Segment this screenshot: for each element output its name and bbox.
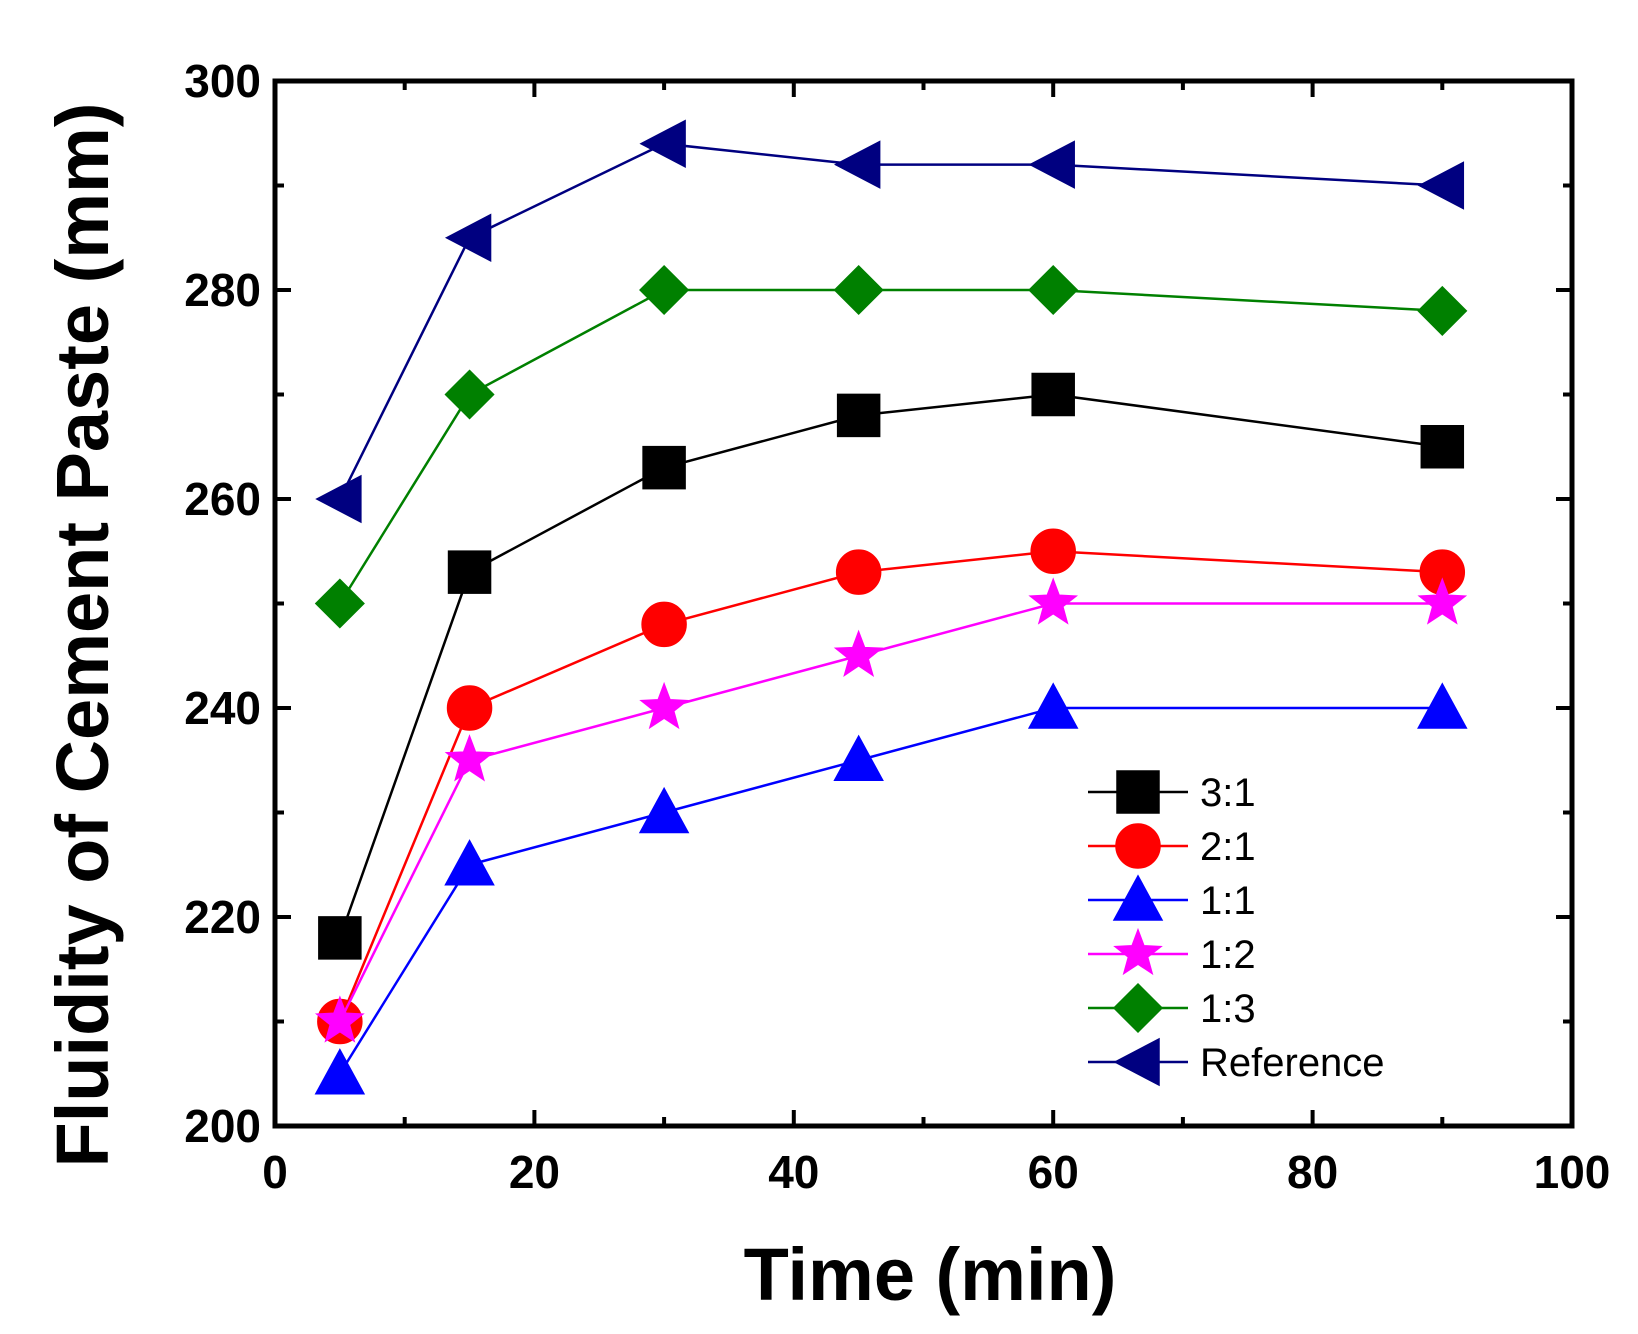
legend-label: 1:1 <box>1200 879 1256 923</box>
series-line <box>338 142 1443 500</box>
legend-marker <box>1113 927 1163 976</box>
series-1-3 <box>314 264 1468 629</box>
legend-label: Reference <box>1200 1041 1385 1085</box>
series-3-1 <box>318 372 1465 960</box>
legend-entry: 1:1 <box>1088 874 1256 923</box>
data-point <box>833 734 884 781</box>
data-point <box>833 264 884 316</box>
x-tick-label: 0 <box>262 1146 288 1198</box>
y-tick-label: 280 <box>184 264 261 316</box>
data-point <box>1420 425 1465 469</box>
legend-entry: 1:3 <box>1088 982 1256 1034</box>
series-2-1 <box>317 528 1466 1045</box>
series-reference <box>315 119 1465 524</box>
data-point <box>1027 682 1079 729</box>
legend-marker <box>1112 982 1164 1034</box>
data-point <box>444 839 495 886</box>
legend-marker <box>1113 1037 1160 1087</box>
data-point <box>446 685 493 731</box>
legend-label: 2:1 <box>1200 825 1256 869</box>
data-point <box>444 213 492 262</box>
data-point <box>444 734 495 782</box>
series-line <box>338 549 1443 1022</box>
x-axis-title: Time (min) <box>744 1233 1117 1316</box>
data-point <box>444 369 495 420</box>
series-line <box>338 393 1443 939</box>
data-point <box>447 550 492 594</box>
y-axis: 200 220 240 260 280 300 <box>184 55 1572 1152</box>
data-point <box>1028 140 1075 189</box>
y-axis-title: Fluidity of Cement Paste (mm) <box>41 103 124 1168</box>
series-layer <box>314 119 1468 1095</box>
series-1-1 <box>314 682 1468 1095</box>
y-tick-label: 260 <box>184 473 261 525</box>
data-point <box>641 601 687 648</box>
data-point <box>833 629 884 677</box>
series-line <box>338 288 1443 605</box>
data-point <box>642 445 686 490</box>
x-axis: 0 20 40 60 80 100 <box>262 81 1610 1198</box>
y-tick-label: 220 <box>184 891 261 943</box>
data-point <box>1028 264 1079 316</box>
data-point <box>1417 161 1465 210</box>
data-point <box>314 995 365 1043</box>
legend-entry: Reference <box>1088 1037 1385 1087</box>
x-tick-label: 60 <box>1028 1146 1079 1198</box>
data-point <box>1028 577 1079 625</box>
legend-entry: 2:1 <box>1088 823 1256 869</box>
series-line <box>338 602 1443 1023</box>
y-tick-label: 200 <box>184 1100 261 1152</box>
legend-marker <box>1116 770 1160 814</box>
data-point <box>834 140 881 189</box>
legend-entry: 3:1 <box>1088 770 1256 815</box>
x-tick-label: 100 <box>1534 1146 1611 1198</box>
series-line <box>338 706 1443 1075</box>
data-point <box>1031 372 1075 417</box>
data-point <box>835 549 882 595</box>
data-point <box>1417 577 1468 625</box>
legend-label: 3:1 <box>1200 771 1256 815</box>
x-tick-label: 40 <box>768 1146 819 1198</box>
legend-marker <box>1115 823 1161 869</box>
y-tick-label: 300 <box>184 55 261 107</box>
y-tick-label: 240 <box>184 682 261 734</box>
series-1-2 <box>314 577 1468 1043</box>
data-point <box>314 578 365 629</box>
legend-entry: 1:2 <box>1088 927 1256 977</box>
x-tick-label: 80 <box>1287 1146 1338 1198</box>
data-point <box>639 119 686 168</box>
legend-label: 1:2 <box>1200 933 1256 977</box>
data-point <box>1417 285 1468 336</box>
data-point <box>639 264 690 316</box>
data-point <box>314 1048 366 1095</box>
data-point <box>639 681 689 730</box>
legend-label: 1:3 <box>1200 987 1256 1031</box>
data-point <box>1417 682 1468 729</box>
x-tick-label: 20 <box>509 1146 560 1198</box>
data-point <box>638 786 690 834</box>
legend-marker <box>1112 874 1164 921</box>
data-point <box>836 393 881 438</box>
data-point <box>318 916 362 960</box>
data-point <box>315 474 362 524</box>
data-point <box>1030 528 1076 574</box>
legend: 3:1 2:1 1:1 1:2 1:3 Reference <box>1088 770 1385 1087</box>
